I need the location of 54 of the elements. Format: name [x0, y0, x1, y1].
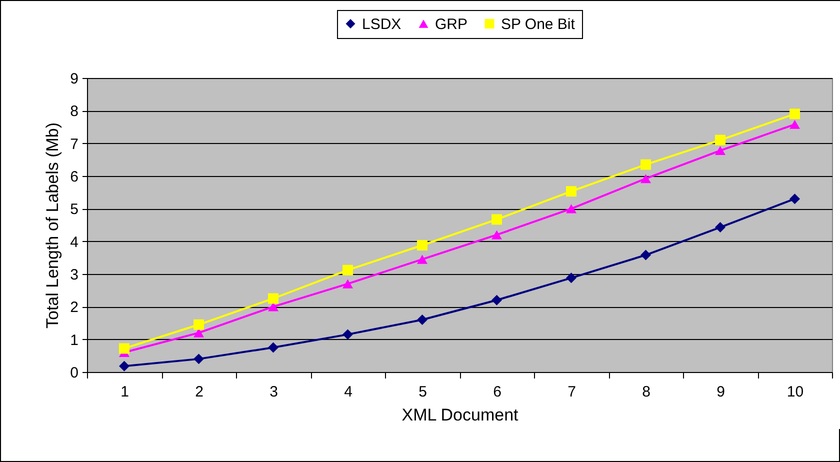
x-tick-label: 9: [716, 384, 725, 400]
point: [715, 146, 726, 156]
point: [417, 240, 428, 250]
point: [640, 159, 651, 170]
point: [342, 264, 353, 276]
point: [790, 194, 800, 204]
point: [715, 134, 726, 146]
legend-label: SP One Bit: [501, 16, 576, 33]
x-tick-label: 8: [642, 384, 650, 400]
x-tick-label: 6: [493, 384, 502, 400]
point: [417, 314, 428, 325]
y-tick-label: 8: [70, 103, 78, 120]
x-tick-label: 3: [270, 384, 278, 400]
x-tick-label: 5: [418, 384, 427, 400]
x-tick-label: 2: [195, 384, 204, 400]
legend-label: GRP: [435, 16, 468, 33]
y-tick-label: 4: [70, 234, 78, 251]
y-tick-label: 2: [70, 299, 78, 316]
y-tick-label: 1: [70, 332, 78, 349]
point: [640, 250, 651, 260]
point: [640, 174, 651, 184]
point: [417, 254, 428, 264]
point: [119, 360, 130, 372]
y-tick-label: 3: [70, 266, 78, 284]
y-axis-title: Total Length of Labels (Mb): [43, 122, 62, 329]
point: [342, 279, 353, 288]
x-axis-title: XML Document: [402, 406, 519, 424]
point: [492, 294, 502, 306]
point: [119, 343, 130, 354]
point: [492, 230, 502, 240]
legend-label: LSDX: [362, 16, 402, 33]
point: [566, 272, 576, 284]
point: [790, 120, 800, 129]
point: [268, 302, 278, 312]
x-tick-label: 1: [120, 384, 129, 400]
x-tick-label: 7: [568, 384, 576, 400]
y-tick-label: 9: [70, 70, 78, 88]
point: [194, 319, 204, 330]
point: [566, 204, 576, 214]
point: [342, 329, 353, 340]
point: [715, 222, 726, 233]
point: [194, 354, 204, 364]
point: [566, 186, 576, 197]
point: [492, 214, 502, 225]
y-tick-label: 5: [70, 201, 78, 218]
y-tick-label: 7: [70, 136, 78, 153]
point: [194, 328, 204, 338]
y-tick-label: 0: [70, 364, 78, 382]
y-tick-label: 6: [70, 168, 78, 186]
x-tick-label: 4: [344, 384, 352, 400]
x-tick-label: 10: [786, 384, 804, 400]
point: [268, 293, 278, 304]
point: [790, 108, 800, 120]
point: [268, 342, 278, 353]
